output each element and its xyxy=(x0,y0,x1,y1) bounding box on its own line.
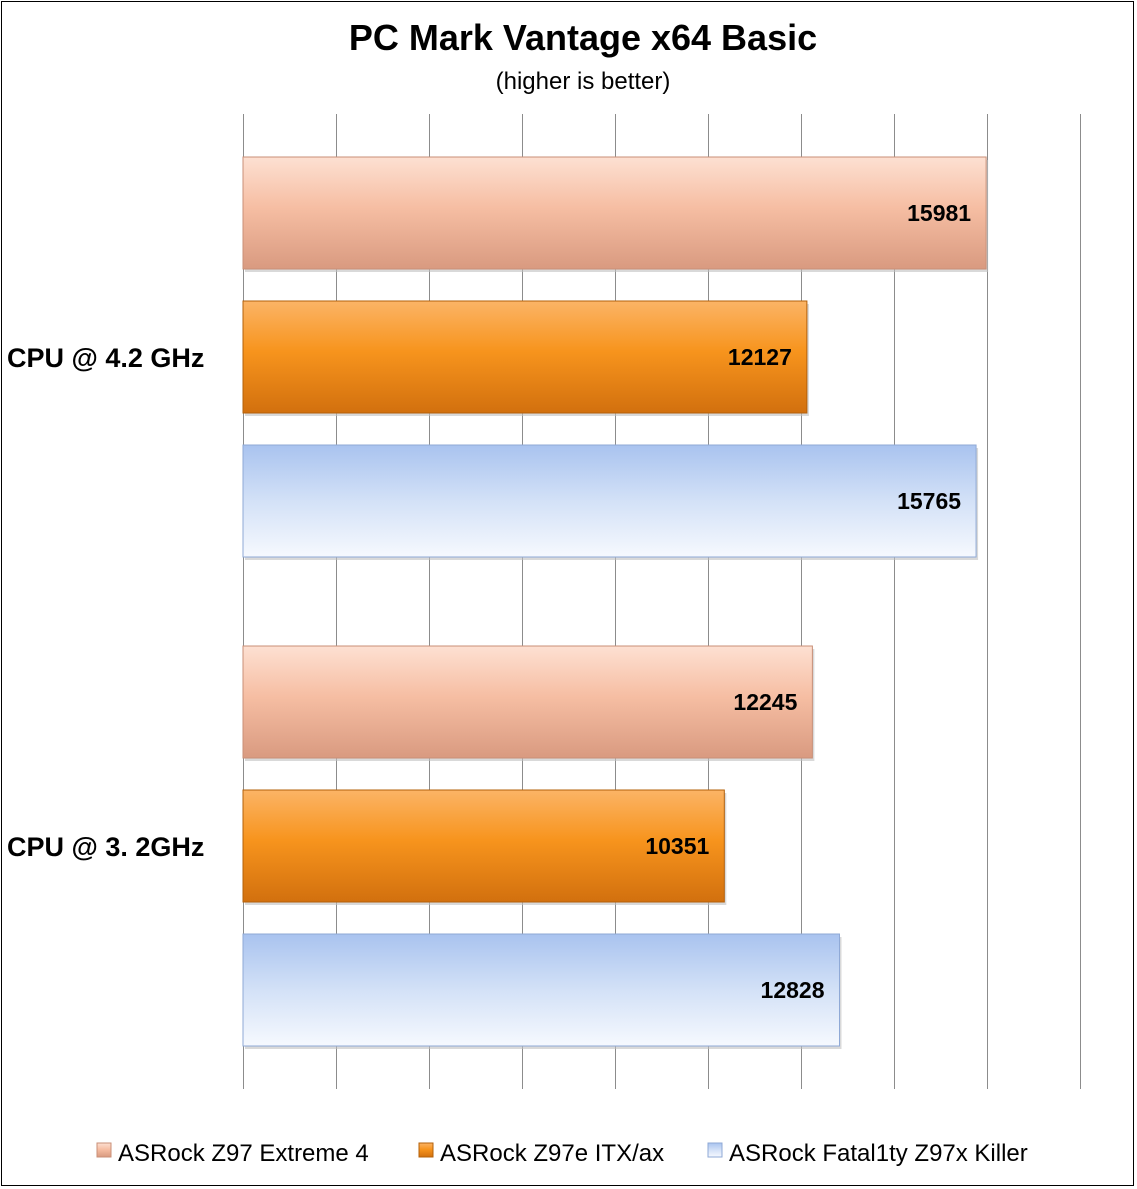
bar-1-2 xyxy=(242,645,813,759)
bars xyxy=(242,156,989,1049)
data-label: 15765 xyxy=(897,488,961,514)
legend-entry: ASRock Z97 Extreme 4 xyxy=(118,1140,369,1167)
chart-subtitle: (higher is better) xyxy=(496,68,671,95)
data-label: 12828 xyxy=(761,977,825,1003)
legend-entry: ASRock Z97e ITX/ax xyxy=(440,1140,664,1167)
chart-title: PC Mark Vantage x64 Basic xyxy=(349,17,817,58)
category-labels: CPU @ 4.2 GHz CPU @ 3. 2GHz xyxy=(7,343,204,862)
bar-2-2 xyxy=(242,789,725,903)
data-label: 12127 xyxy=(728,344,792,370)
bar-3-1 xyxy=(242,444,977,558)
category-label: CPU @ 4.2 GHz xyxy=(7,343,204,373)
legend-swatch xyxy=(96,1142,112,1158)
data-label: 12245 xyxy=(733,689,797,715)
bar-2-1 xyxy=(242,300,808,414)
data-label: 15981 xyxy=(907,200,971,226)
legend: ASRock Z97 Extreme 4 ASRock Z97e ITX/ax AS… xyxy=(96,1140,1028,1167)
legend-entry: ASRock Fatal1ty Z97x Killer xyxy=(729,1140,1028,1167)
legend-swatch xyxy=(707,1142,723,1158)
value-labels: 15981 12127 15765 12245 10351 12828 xyxy=(645,200,971,1003)
gridlines xyxy=(243,114,1081,1089)
bar-3-2 xyxy=(242,933,841,1047)
data-label: 10351 xyxy=(645,833,709,859)
legend-swatch xyxy=(418,1142,434,1158)
category-label: CPU @ 3. 2GHz xyxy=(7,832,204,862)
bar-1-1 xyxy=(242,156,987,270)
